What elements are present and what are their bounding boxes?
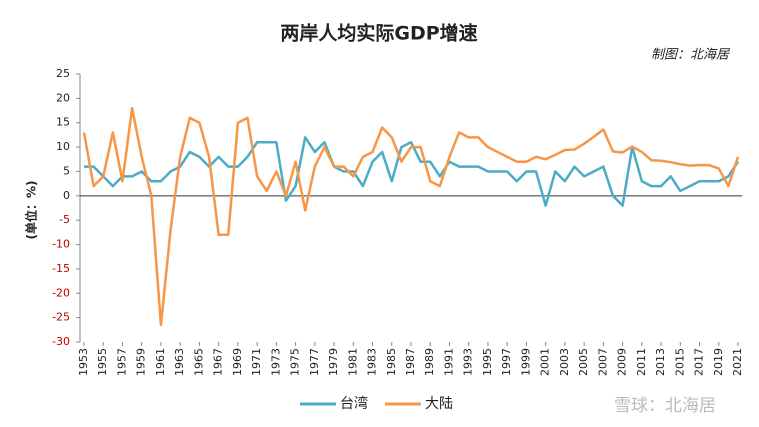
x-tick-label: 1963 [173, 348, 186, 376]
x-tick-label: 2015 [673, 348, 686, 376]
chart-title: 两岸人均实际GDP增速 [280, 22, 477, 45]
y-tick-label: -20 [52, 286, 70, 299]
y-tick-label: -25 [52, 311, 70, 324]
x-tick-label: 1993 [462, 348, 475, 376]
x-tick-label: 1967 [212, 348, 225, 376]
x-tick-label: 1985 [385, 348, 398, 376]
x-tick-label: 1975 [289, 348, 302, 376]
x-tick-label: 1955 [96, 348, 109, 376]
x-tick-label: 1995 [481, 348, 494, 376]
x-tick-label: 1987 [404, 348, 417, 376]
x-tick-label: 2011 [635, 348, 648, 376]
series-line [82, 106, 740, 327]
x-tick-label: 2001 [539, 348, 552, 376]
x-tick-label: 1969 [231, 348, 244, 376]
series-line [84, 136, 740, 207]
x-tick-label: 1981 [346, 348, 359, 376]
y-tick-label: 15 [56, 116, 70, 129]
x-tick-label: 1953 [77, 348, 90, 376]
x-tick-label: 2017 [693, 348, 706, 376]
y-tick-label: -30 [52, 335, 70, 348]
x-tick-label: 1999 [519, 348, 532, 376]
x-tick-label: 1979 [327, 348, 340, 376]
y-tick-label: -10 [52, 238, 70, 251]
x-tick-label: 2005 [577, 348, 590, 376]
x-tick-label: 1957 [115, 348, 128, 376]
x-tick-label: 1961 [154, 348, 167, 376]
x-tick-label: 2007 [596, 348, 609, 376]
x-tick-label: 1997 [500, 348, 513, 376]
x-tick-label: 1989 [423, 348, 436, 376]
y-tick-label: 5 [63, 164, 70, 177]
x-tick-label: 1983 [366, 348, 379, 376]
y-tick-label: 20 [56, 91, 70, 104]
x-tick-label: 2009 [616, 348, 629, 376]
y-tick-label: 25 [56, 67, 70, 80]
legend-label: 台湾 [340, 395, 368, 412]
x-tick-label: 1965 [192, 348, 205, 376]
legend-label: 大陆 [425, 396, 453, 412]
x-tick-label: 1971 [250, 348, 263, 376]
x-tick-label: 2021 [731, 348, 744, 376]
x-tick-label: 2019 [712, 348, 725, 376]
watermark: 雪球：北海居 [614, 396, 716, 416]
x-tick-label: 1973 [269, 348, 282, 376]
y-axis-label: (单位：%) [24, 181, 39, 240]
x-tick-label: 1991 [442, 348, 455, 376]
y-tick-label: 0 [63, 189, 70, 202]
x-tick-label: 1959 [135, 348, 148, 376]
chart-subtitle: 制图：北海居 [651, 48, 731, 63]
y-tick-label: -15 [52, 262, 70, 275]
x-tick-label: 2013 [654, 348, 667, 376]
y-tick-label: 10 [56, 140, 70, 153]
x-tick-label: 1977 [308, 348, 321, 376]
x-tick-label: 2003 [558, 348, 571, 376]
y-tick-label: -5 [59, 213, 70, 226]
